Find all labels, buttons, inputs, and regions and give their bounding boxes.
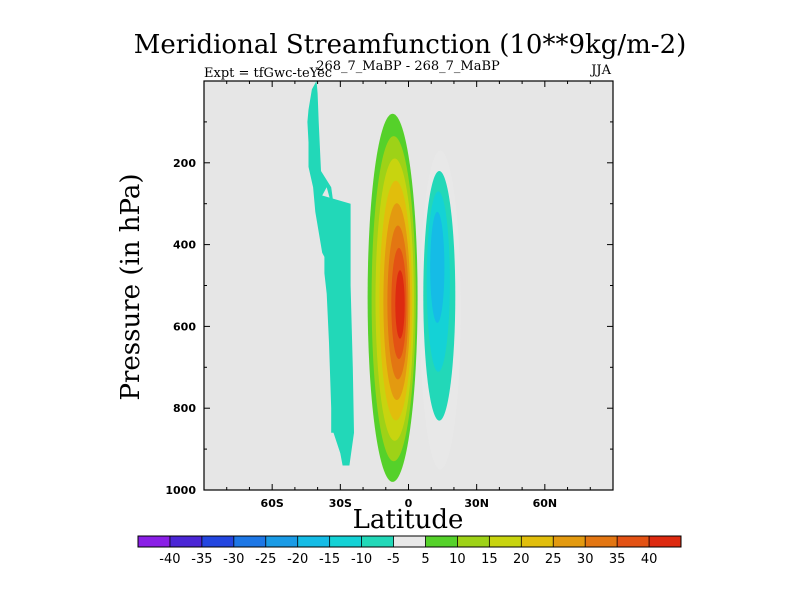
x-tick-label: 30N bbox=[464, 497, 489, 510]
colorbar-swatch bbox=[649, 536, 682, 547]
colorbar-swatch bbox=[233, 536, 267, 547]
colorbar-swatch bbox=[361, 536, 394, 547]
colorbar-swatch bbox=[585, 536, 618, 547]
colorbar-label: -5 bbox=[387, 552, 400, 567]
colorbar-swatch bbox=[553, 536, 586, 547]
x-tick-label: 60N bbox=[533, 497, 558, 510]
colorbar-swatch bbox=[329, 536, 362, 547]
colorbar-label: 35 bbox=[609, 552, 626, 567]
colorbar-label: -10 bbox=[351, 552, 372, 567]
contour-northern-negative-cell-level--20 bbox=[430, 211, 445, 323]
y-tick-label: 1000 bbox=[165, 484, 196, 497]
x-tick-label: 30S bbox=[329, 497, 352, 510]
colorbar-label: -35 bbox=[191, 552, 212, 567]
x-tick-label: 60S bbox=[261, 497, 284, 510]
colorbar-swatch bbox=[138, 536, 171, 547]
colorbar: -40 -35 -30 -25 -20 -15 -10 -5 5 10 15 20 25 30 35 40 bbox=[137, 535, 682, 567]
colorbar-label: -25 bbox=[255, 552, 276, 567]
y-axis-label: Pressure (in hPa) bbox=[116, 173, 146, 400]
colorbar-label: 25 bbox=[545, 552, 562, 567]
chart-title: Meridional Streamfunction (10**9kg/m-2) bbox=[134, 30, 687, 60]
x-axis-label: Latitude bbox=[353, 505, 464, 535]
colorbar-label: 20 bbox=[513, 552, 530, 567]
colorbar-label: 5 bbox=[421, 552, 429, 567]
colorbar-swatch bbox=[169, 536, 203, 547]
colorbar-label: 40 bbox=[641, 552, 658, 567]
colorbar-swatch bbox=[393, 536, 426, 547]
colorbar-label: -30 bbox=[223, 552, 244, 567]
colorbar-swatch bbox=[489, 536, 522, 547]
season-label: JJA bbox=[589, 63, 611, 78]
colorbar-frame bbox=[137, 535, 682, 548]
colorbar-swatch bbox=[265, 536, 299, 547]
colorbar-swatch bbox=[457, 536, 490, 547]
colorbar-swatch bbox=[521, 536, 554, 547]
colorbar-swatch bbox=[297, 536, 331, 547]
colorbar-label: 15 bbox=[481, 552, 498, 567]
colorbar-swatch bbox=[201, 536, 235, 547]
colorbar-swatch bbox=[425, 536, 458, 547]
y-tick-label: 800 bbox=[173, 402, 196, 415]
case-label: 268_7_MaBP - 268_7_MaBP bbox=[316, 59, 500, 74]
colorbar-label: -20 bbox=[287, 552, 308, 567]
y-tick-label: 400 bbox=[173, 239, 196, 252]
colorbar-label: 30 bbox=[577, 552, 594, 567]
y-tick-label: 600 bbox=[173, 320, 196, 333]
colorbar-label: 10 bbox=[449, 552, 466, 567]
x-tick-label: 0 bbox=[405, 497, 413, 510]
colorbar-label: -15 bbox=[319, 552, 340, 567]
y-tick-label: 200 bbox=[173, 157, 196, 170]
contour-field bbox=[307, 81, 461, 482]
experiment-label: Expt = tfGwc-teYec bbox=[204, 66, 332, 81]
colorbar-label: -40 bbox=[159, 552, 180, 567]
contour-equatorial-positive-cell-level-40 bbox=[395, 270, 405, 339]
axes: 60S 30S 0 30N 60N 200 400 600 800 1000 bbox=[165, 81, 613, 510]
colorbar-swatch bbox=[617, 536, 650, 547]
contour-region-southern-weak-negative bbox=[307, 81, 354, 466]
